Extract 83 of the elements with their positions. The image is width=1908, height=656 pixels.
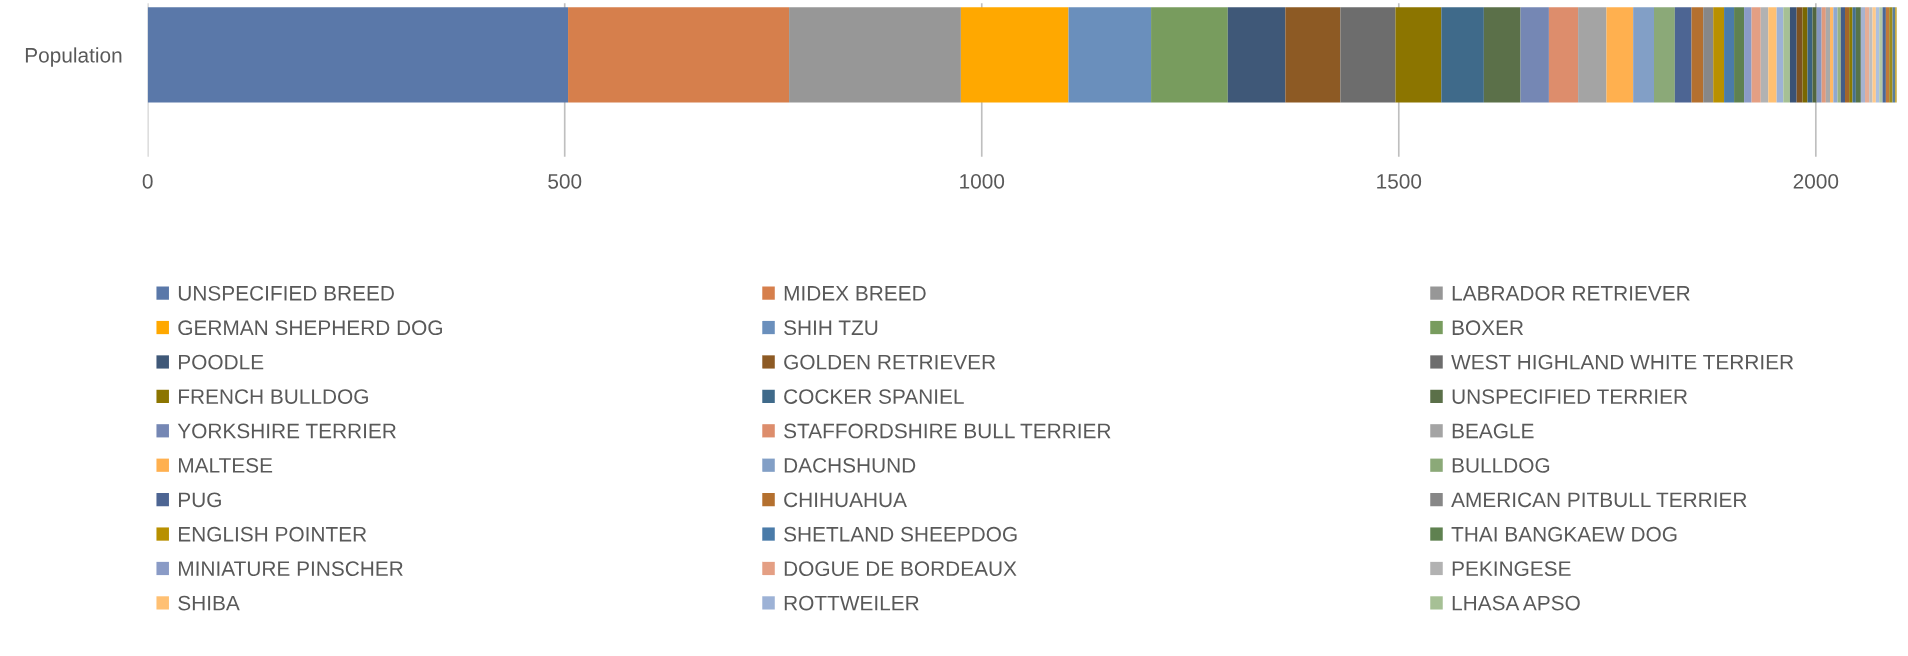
bar (1812, 7, 1817, 103)
y-tick-label: Population (25, 47, 122, 67)
legend-label: COCKER SPANIEL (784, 389, 964, 404)
x-tick-label: 0 (142, 174, 153, 189)
bar (1821, 7, 1826, 103)
legend-label: ROTTWEILER (784, 595, 919, 611)
bar (1860, 7, 1866, 103)
bar (1548, 7, 1579, 103)
bar (1606, 7, 1634, 103)
bar (1807, 7, 1813, 103)
bar (1837, 7, 1841, 103)
legend-label: SHIH TZU (784, 320, 878, 336)
bar (1833, 7, 1838, 103)
bar (960, 7, 1069, 103)
legend-label: FRENCH BULLDOG (179, 389, 368, 404)
bar (1840, 7, 1846, 103)
legend-label: GERMAN SHEPHERD DOG (178, 320, 442, 336)
bar (1734, 7, 1745, 103)
legend-label: THAI BANGKAEW DOG (1451, 526, 1677, 542)
legend-label: AMERICAN PITBULL TERRIER (1451, 492, 1747, 508)
bar (1674, 7, 1692, 103)
legend-label: YORKSHIRE TERRIER (177, 423, 396, 439)
bar (1802, 7, 1808, 103)
bar (1825, 7, 1830, 103)
bar (1068, 7, 1152, 103)
bar (1776, 7, 1784, 103)
bar (568, 7, 790, 103)
bar (1520, 7, 1549, 103)
bar (1855, 7, 1861, 103)
legend-label: BULLDOG (1452, 458, 1550, 473)
bar (1285, 7, 1341, 103)
legend-label: LHASA APSO (1452, 595, 1580, 611)
legend-label: SHETLAND SHEEPDOG (784, 526, 1017, 542)
legend-label: WEST HIGHLAND WHITE TERRIER (1451, 354, 1794, 370)
bar (1744, 7, 1752, 103)
bar (1789, 7, 1797, 103)
legend-label: UNSPECIFIED TERRIER (1452, 389, 1688, 404)
bar (1865, 7, 1870, 103)
x-tick-label: 1000 (960, 174, 1005, 189)
legend-label: POODLE (179, 354, 264, 370)
bar (789, 7, 961, 103)
bar (1845, 7, 1850, 103)
legend-label: SHIBA (178, 595, 240, 611)
bar (1713, 7, 1725, 103)
bar (1151, 7, 1228, 103)
bar (1751, 7, 1761, 103)
bar (1816, 7, 1822, 103)
bar (1703, 7, 1714, 103)
legend-label: BOXER (1452, 320, 1524, 336)
bar (1633, 7, 1655, 103)
bar (1395, 7, 1442, 103)
legend-label: ENGLISH POINTER (179, 526, 367, 542)
bar (147, 7, 569, 103)
x-tick-label: 500 (548, 174, 582, 189)
bar (1483, 7, 1521, 103)
legend-label: MALTESE (179, 458, 273, 473)
bar (1768, 7, 1777, 103)
legend-label: BEAGLE (1452, 423, 1534, 439)
x-tick-label: 1500 (1377, 174, 1422, 189)
bar (1783, 7, 1790, 103)
bar (1691, 7, 1704, 103)
legend-label: STAFFORDSHIRE BULL TERRIER (784, 423, 1111, 439)
legend-label: CHIHUAHUA (784, 492, 907, 508)
bar (1760, 7, 1769, 103)
bar (1875, 7, 1880, 103)
bar (1441, 7, 1484, 103)
x-tick-label: 2000 (1793, 174, 1839, 189)
legend-label: MINIATURE PINSCHER (179, 561, 403, 577)
legend-label: UNSPECIFIED BREED (178, 285, 394, 301)
legend-label: PEKINGESE (1452, 561, 1571, 577)
bar (1654, 7, 1675, 103)
legend-label: DOGUE DE BORDEAUX (784, 561, 1017, 577)
bar (1885, 7, 1890, 103)
bar (1227, 7, 1286, 103)
legend-label: MIDEX BREED (784, 286, 926, 301)
legend-label: PUG (179, 492, 221, 508)
bar (1578, 7, 1607, 103)
bar (1830, 7, 1834, 103)
bar (1340, 7, 1396, 103)
legend-label: LABRADOR RETRIEVER (1452, 285, 1690, 301)
legend-label: DACHSHUND (784, 458, 916, 473)
bar (1724, 7, 1735, 103)
legend-label: GOLDEN RETRIEVER (784, 354, 996, 370)
